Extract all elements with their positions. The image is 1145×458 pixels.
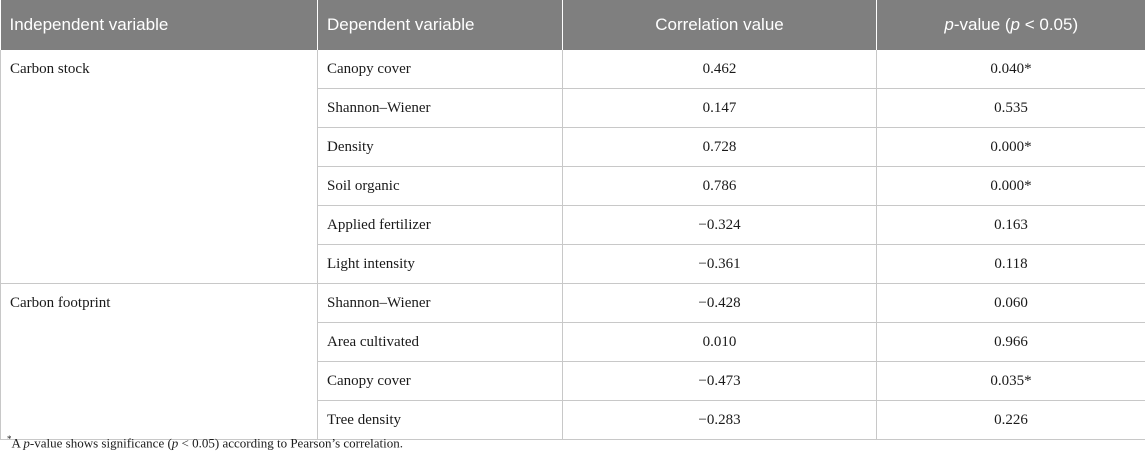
correlation-cell: 0.462 — [562, 50, 877, 89]
pvalue-cell: 0.118 — [876, 244, 1145, 284]
table-row: Density 0.728 0.000* — [1, 127, 1145, 167]
table-row: Canopy cover −0.473 0.035* — [1, 361, 1145, 401]
correlation-cell: −0.473 — [562, 361, 877, 401]
group-name-carbon-stock: Carbon stock — [0, 50, 318, 284]
pvalue-cell: 0.226 — [876, 400, 1145, 440]
pvalue-cell: 0.000* — [876, 127, 1145, 167]
footnote-p-italic: p — [23, 435, 30, 451]
table-row: Shannon–Wiener 0.147 0.535 — [1, 88, 1145, 128]
pvalue-cell: 0.966 — [876, 322, 1145, 362]
footnote-p-italic-2: p — [171, 435, 179, 451]
header-row: Independent variable Dependent variable … — [0, 0, 1145, 50]
table-row: Applied fertilizer −0.324 0.163 — [1, 205, 1145, 245]
dependent-cell: Tree density — [317, 400, 563, 440]
header-p-value: p-value (p < 0.05) — [876, 0, 1145, 50]
table-row: Tree density −0.283 0.226 — [1, 400, 1145, 440]
pvalue-cell: 0.000* — [876, 166, 1145, 206]
dependent-cell: Shannon–Wiener — [317, 283, 563, 323]
dependent-cell: Light intensity — [317, 244, 563, 284]
footnote-pre: A — [11, 435, 24, 451]
pvalue-cell: 0.035* — [876, 361, 1145, 401]
correlation-cell: −0.428 — [562, 283, 877, 323]
correlation-cell: −0.361 — [562, 244, 877, 284]
dependent-cell: Applied fertilizer — [317, 205, 563, 245]
correlation-cell: 0.010 — [562, 322, 877, 362]
table-row: Area cultivated 0.010 0.966 — [1, 322, 1145, 362]
correlation-cell: −0.283 — [562, 400, 877, 440]
header-p-italic-2: p — [1010, 15, 1020, 34]
table-row: Soil organic 0.786 0.000* — [1, 166, 1145, 206]
correlation-table: Independent variable Dependent variable … — [0, 0, 1145, 440]
pvalue-cell: 0.060 — [876, 283, 1145, 323]
dependent-cell: Canopy cover — [317, 50, 563, 89]
table-row: Carbon stock Canopy cover 0.462 0.040* — [0, 50, 1145, 284]
header-p-italic: p — [944, 15, 954, 34]
footnote-mid: -value shows significance ( — [29, 435, 172, 451]
dependent-cell: Canopy cover — [317, 361, 563, 401]
table-row: Carbon footprint Shannon–Wiener −0.428 0… — [0, 283, 1145, 440]
dependent-cell: Density — [317, 127, 563, 167]
group-name-carbon-footprint: Carbon footprint — [0, 283, 318, 440]
dependent-cell: Area cultivated — [317, 322, 563, 362]
header-p-mid: -value ( — [953, 15, 1011, 34]
correlation-cell: −0.324 — [562, 205, 877, 245]
correlation-cell: 0.728 — [562, 127, 877, 167]
header-dependent-variable: Dependent variable — [317, 0, 563, 50]
correlation-cell: 0.147 — [562, 88, 877, 128]
pvalue-cell: 0.535 — [876, 88, 1145, 128]
pvalue-cell: 0.040* — [876, 50, 1145, 89]
dependent-cell: Soil organic — [317, 166, 563, 206]
footnote-tail: < 0.05) according to Pearson’s correlati… — [178, 435, 403, 451]
correlation-cell: 0.786 — [562, 166, 877, 206]
pvalue-cell: 0.163 — [876, 205, 1145, 245]
dependent-cell: Shannon–Wiener — [317, 88, 563, 128]
footnote-mark: * — [7, 434, 12, 444]
header-p-tail: < 0.05) — [1020, 15, 1079, 34]
header-correlation-value: Correlation value — [562, 0, 877, 50]
header-independent-variable: Independent variable — [0, 0, 318, 50]
table-footnote: *A p-value shows significance (p < 0.05)… — [7, 434, 403, 451]
table-row: Light intensity −0.361 0.118 — [1, 244, 1145, 284]
